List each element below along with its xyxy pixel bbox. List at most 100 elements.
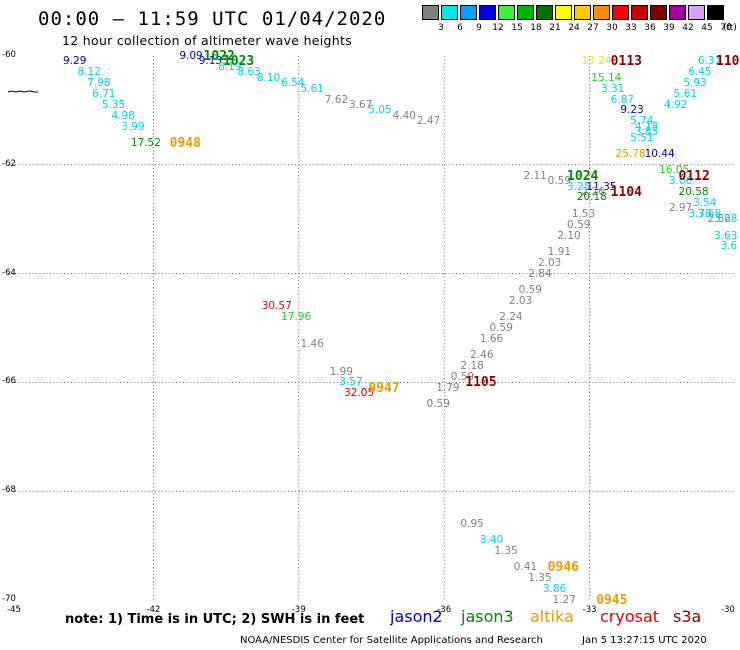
wave-height-value: 5.35 xyxy=(101,98,126,111)
wave-height-value: 2.03 xyxy=(508,294,533,307)
wave-height-value: 3.68 xyxy=(697,207,722,220)
wave-height-value: 0.95 xyxy=(460,517,484,530)
wave-height-value: 3.86 xyxy=(542,583,567,596)
wave-height-value: 3.31 xyxy=(600,82,625,95)
satellite-altika: altika xyxy=(530,607,574,626)
wave-height-value: 6.31 xyxy=(697,55,722,68)
legend-label: 18 xyxy=(530,23,542,33)
wave-height-value: 2.18 xyxy=(460,360,484,373)
legend-label: 3 xyxy=(438,23,444,33)
wave-height-value: 32.05 xyxy=(344,387,375,400)
pass-time: 0113 xyxy=(610,54,642,70)
legend-swatch xyxy=(441,5,458,20)
wave-height-value: 1.27 xyxy=(552,594,576,606)
wave-height-value: 17.52 xyxy=(130,137,161,150)
latitude-label: -68 xyxy=(2,485,16,496)
legend-label: 36 xyxy=(644,23,656,33)
legend-swatch xyxy=(460,5,477,20)
wave-height-value: 0.59 xyxy=(567,218,591,231)
legend-label: 24 xyxy=(568,23,580,33)
wave-height-value: 3.78 xyxy=(688,207,712,220)
island-outline xyxy=(7,90,38,93)
satellite-jason2: jason2 xyxy=(390,607,443,626)
wave-height-value: 16.05 xyxy=(659,164,690,177)
wave-height-value: 3.06 xyxy=(668,175,693,188)
longitude-label: -36 xyxy=(437,605,452,615)
wave-height-value: 6.45 xyxy=(688,66,712,79)
legend-swatch xyxy=(574,5,591,20)
wave-height-value: 20.58 xyxy=(678,186,709,198)
pass-time: 110 xyxy=(716,54,740,70)
wave-height-value: 6.71 xyxy=(92,88,116,101)
wave-height-value: 9.23 xyxy=(620,104,644,117)
legend-swatch xyxy=(555,5,572,20)
pass-time: 1105 xyxy=(465,375,497,391)
wave-height-value: 1.46 xyxy=(300,338,324,351)
pass-time: 1104 xyxy=(610,185,642,200)
pass-time: 0947 xyxy=(368,380,400,396)
generated-timestamp: Jan 5 13:27:15 UTC 2020 xyxy=(582,635,707,646)
wave-height-value: 2.82 xyxy=(707,213,731,226)
legend-swatch xyxy=(612,5,629,20)
legend-swatch xyxy=(536,5,553,20)
wave-height-value: 8.63 xyxy=(237,66,261,79)
wave-height-value: 1.66 xyxy=(479,332,504,345)
wave-height-value: 2.97 xyxy=(668,202,693,215)
legend-swatch xyxy=(422,5,439,20)
wave-height-value: 4.18 xyxy=(634,120,659,133)
wave-height-value: 3.40 xyxy=(479,534,504,547)
wave-height-value: 9.29 xyxy=(63,55,87,68)
wave-height-value: 0.59 xyxy=(450,370,475,383)
longitude-label: -39 xyxy=(291,605,306,615)
legend-label: 33 xyxy=(625,23,637,33)
wave-height-value: 5.05 xyxy=(368,104,392,117)
latitude-label: -66 xyxy=(2,376,16,387)
pass-time: 0945 xyxy=(596,593,628,608)
satellite-cryosat: cryosat xyxy=(600,607,660,626)
wave-height-value: 4.98 xyxy=(111,109,135,122)
wave-height-value: 7.98 xyxy=(87,77,111,90)
wave-height-value: 10.44 xyxy=(644,147,675,160)
map-grid xyxy=(8,56,735,600)
wave-height-value: 30.57 xyxy=(261,300,292,313)
wave-height-value: 2.84 xyxy=(528,267,552,280)
wave-height-value: 1.91 xyxy=(547,245,572,258)
wave-height-value: 4.40 xyxy=(392,109,416,122)
wave-height-value: 3.67 xyxy=(348,98,373,111)
footnote: note: 1) Time is in UTC; 2) SWH is in fe… xyxy=(65,612,365,627)
wave-height-value: 2.03 xyxy=(537,256,562,269)
wave-height-value: 0.41 xyxy=(513,561,538,574)
legend-label: 6 xyxy=(457,23,463,33)
page-title: 00:00 – 11:59 UTC 01/04/2020 xyxy=(38,8,387,30)
wave-height-value: 0.59 xyxy=(426,398,450,411)
wave-height-value: 8.19 xyxy=(218,60,242,73)
legend-unit: (ft) xyxy=(723,23,737,33)
coastline xyxy=(7,90,38,93)
wave-height-value: 7.62 xyxy=(324,93,349,106)
wave-height-value: 8.12 xyxy=(77,66,101,79)
wave-height-value: 6.54 xyxy=(281,77,305,90)
wave-height-value: 20.18 xyxy=(576,191,607,204)
wave-height-value: 0.59 xyxy=(518,283,542,296)
legend-swatch xyxy=(650,5,667,20)
wave-height-value: 25.78 xyxy=(615,147,646,160)
legend-swatch xyxy=(688,5,705,20)
wave-height-value: 2.26 xyxy=(581,186,605,198)
wave-height-value: 0.59 xyxy=(547,175,572,188)
latitude-label: -62 xyxy=(2,158,16,169)
longitude-label: -42 xyxy=(146,605,161,615)
wave-height-value: 9.13 xyxy=(198,55,223,68)
wave-height-value: 17.96 xyxy=(281,311,312,324)
legend-label: 30 xyxy=(606,23,618,33)
longitude-label: -45 xyxy=(7,605,21,615)
wave-height-value: 1.35 xyxy=(528,572,552,585)
wave-height-value: 8.10 xyxy=(256,71,281,84)
wave-height-value: 3.54 xyxy=(693,196,717,209)
pass-time: 0112 xyxy=(678,168,710,184)
wave-height-value: 3.85 xyxy=(634,126,659,139)
wave-height-value: 15.14 xyxy=(591,71,622,84)
legend-swatch xyxy=(479,5,496,20)
latitude-label: -60 xyxy=(2,50,16,60)
satellite-s3a: s3a xyxy=(673,607,702,626)
